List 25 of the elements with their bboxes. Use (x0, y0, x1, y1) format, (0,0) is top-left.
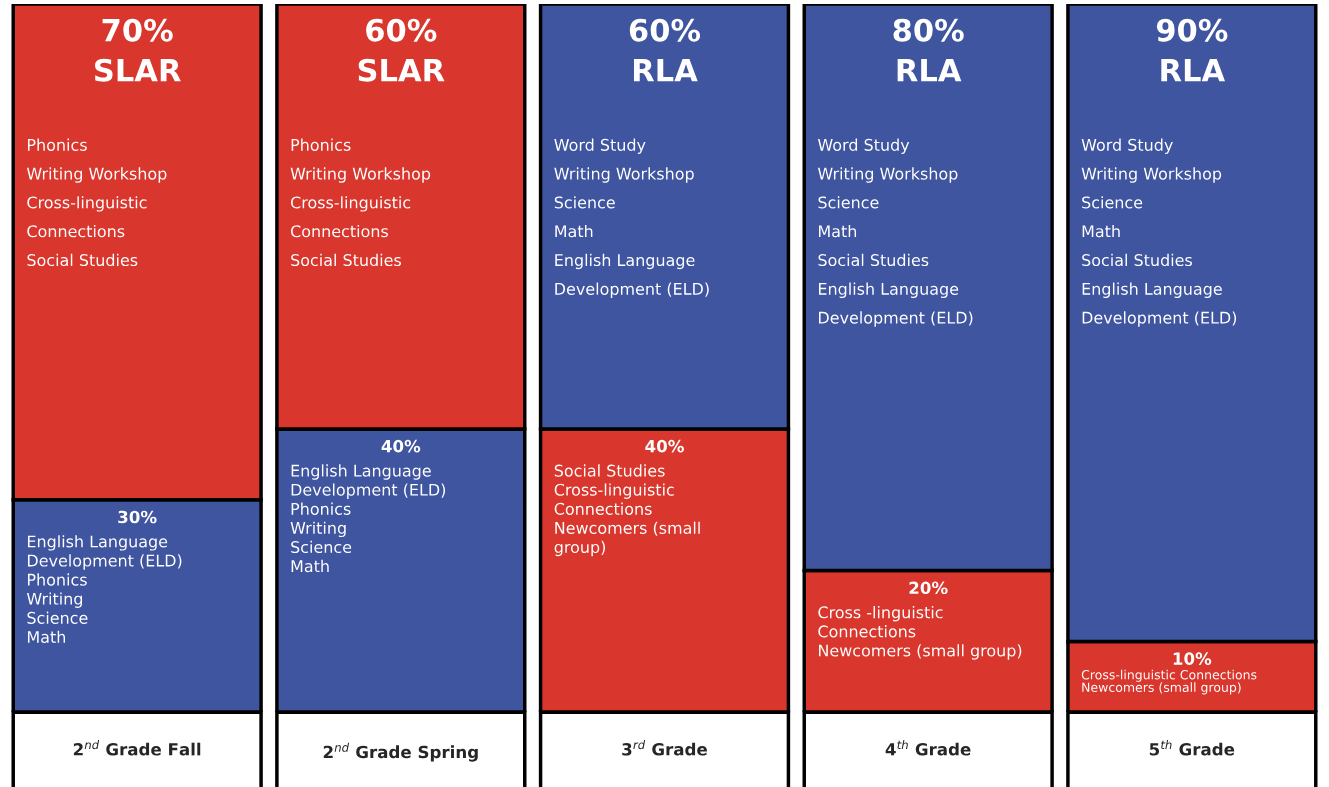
annotation: English Language Development (ELD) Phonics Writing Science Math (26, 535, 182, 644)
data-label: 10% (1173, 652, 1212, 665)
data-label: 40% (645, 439, 684, 453)
annotation: English Language Development (ELD) Phonics Writing Science Math (290, 464, 446, 573)
data-label: 20% (909, 581, 948, 595)
annotation: Social Studies Cross-linguistic Connections Newcomers (small group) (554, 464, 700, 557)
data-label: 60% SLAR (358, 18, 445, 82)
annotation: Cross-linguistic Connections Newcomers (small group) (1081, 669, 1257, 695)
data-label: 30% (118, 510, 157, 524)
data-label: 60% RLA (629, 18, 701, 82)
data-label: 90% RLA (1156, 18, 1228, 82)
x-tick-label: 4$^{th}$ Grade (885, 740, 971, 756)
data-label: 80% RLA (893, 18, 964, 82)
x-tick-label: 5$^{th}$ Grade (1149, 740, 1235, 756)
annotation: Word Study Writing Workshop Science Math Social Studies English Language Development (ELD) (817, 138, 973, 327)
x-tick-label: 3$^{rd}$ Grade (622, 740, 707, 756)
annotation: Phonics Writing Workshop Cross-linguistic Connections Social Studies (26, 138, 167, 267)
annotation: Cross -linguistic Connections Newcomers (small group) (818, 605, 1022, 660)
annotation: Phonics Writing Workshop Cross-linguistic Connections Social Studies (290, 138, 431, 267)
data-label: 40% (381, 439, 421, 453)
data-label: 70% SLAR (95, 18, 181, 82)
x-tick-label: 2$^{nd}$ Grade Spring (323, 742, 478, 762)
annotation: Word Study Writing Workshop Science Math English Language Development (ELD) (554, 138, 709, 299)
x-tick-label: 2$^{nd}$ Grade Fall (73, 740, 201, 756)
annotation: Word Study Writing Workshop Science Math Social Studies English Language Development (ELD) (1081, 138, 1237, 327)
